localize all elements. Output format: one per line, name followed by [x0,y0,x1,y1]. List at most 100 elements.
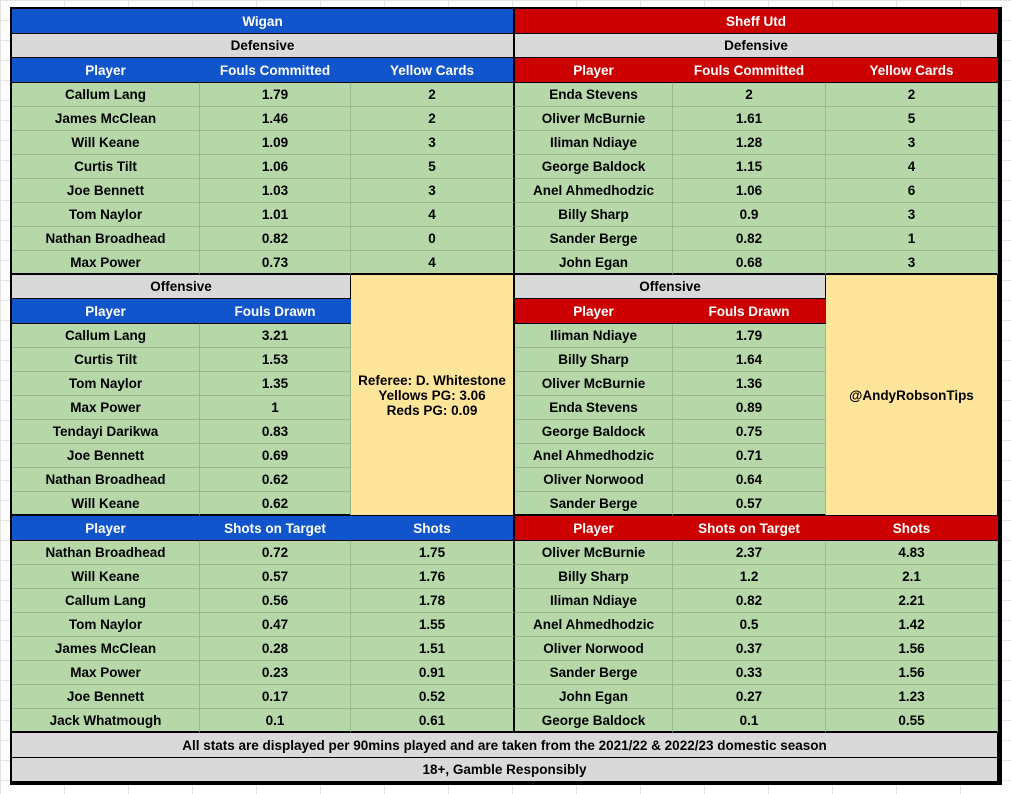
home-shot-cell[interactable]: Will Keane [12,565,200,589]
away-off-cell[interactable]: 0.64 [673,468,826,492]
home-shot-cell[interactable]: 0.47 [200,613,351,637]
away-def-cell[interactable]: 6 [826,179,998,203]
away-shot-cell[interactable]: 1.56 [826,637,998,661]
home-def-cell[interactable]: Callum Lang [12,83,200,107]
home-def-cell[interactable]: 1.79 [200,83,351,107]
away-shot-cell[interactable]: 0.55 [826,709,998,733]
away-shot-cell[interactable]: 1.56 [826,661,998,685]
away-offensive-section[interactable]: Offensive [515,275,826,299]
away-off-cell[interactable]: 0.89 [673,396,826,420]
away-off-cell[interactable]: Anel Ahmedhodzic [515,444,673,468]
away-def-cell[interactable]: George Baldock [515,155,673,179]
home-off-cell[interactable]: 0.83 [200,420,351,444]
home-shot-cell[interactable]: 0.61 [351,709,515,733]
home-off-cell[interactable]: Nathan Broadhead [12,468,200,492]
home-off-cell[interactable]: 3.21 [200,324,351,348]
away-off-cell[interactable]: 0.71 [673,444,826,468]
away-defensive-section[interactable]: Defensive [515,34,998,58]
home-off-cell[interactable]: 0.62 [200,492,351,516]
away-def-cell[interactable]: 2 [673,83,826,107]
away-shot-cell[interactable]: Oliver McBurnie [515,541,673,565]
away-def-cell[interactable]: Iliman Ndiaye [515,131,673,155]
referee-info[interactable]: Referee: D. Whitestone Yellows PG: 3.06 Re… [351,275,515,516]
home-def-cell[interactable]: 0.82 [200,227,351,251]
home-def-cell[interactable]: Joe Bennett [12,179,200,203]
home-def-cell[interactable]: 3 [351,131,515,155]
away-def-cell[interactable]: Enda Stevens [515,83,673,107]
home-def-cell[interactable]: 0.73 [200,251,351,275]
away-shot-cell[interactable]: 2.1 [826,565,998,589]
home-def-cell[interactable]: Will Keane [12,131,200,155]
home-def-cell[interactable]: Max Power [12,251,200,275]
away-off-cell[interactable]: Sander Berge [515,492,673,516]
home-off-cell[interactable]: 1 [200,396,351,420]
away-def-cell[interactable]: Sander Berge [515,227,673,251]
away-def-cell[interactable]: 5 [826,107,998,131]
home-shot-cell[interactable]: 1.75 [351,541,515,565]
home-def-cell[interactable]: Nathan Broadhead [12,227,200,251]
away-shot-cell[interactable]: Iliman Ndiaye [515,589,673,613]
home-def-header-yellow_cards[interactable]: Yellow Cards [351,58,515,83]
away-def-cell[interactable]: 0.9 [673,203,826,227]
home-def-cell[interactable]: 3 [351,179,515,203]
away-shot-cell[interactable]: 0.33 [673,661,826,685]
away-def-cell[interactable]: 3 [826,203,998,227]
away-def-cell[interactable]: 0.68 [673,251,826,275]
away-shot-cell[interactable]: Sander Berge [515,661,673,685]
home-off-cell[interactable]: Callum Lang [12,324,200,348]
home-shot-cell[interactable]: 1.78 [351,589,515,613]
home-def-cell[interactable]: 0 [351,227,515,251]
home-def-cell[interactable]: 4 [351,251,515,275]
away-shot-cell[interactable]: John Egan [515,685,673,709]
referee-name[interactable]: Referee: D. Whitestone [358,372,506,388]
home-shot-cell[interactable]: 0.17 [200,685,351,709]
away-off-cell[interactable]: 0.57 [673,492,826,516]
away-def-cell[interactable]: 0.82 [673,227,826,251]
referee-reds[interactable]: Reds PG: 0.09 [386,402,478,418]
away-shot-cell[interactable]: 0.27 [673,685,826,709]
away-off-cell[interactable]: Oliver McBurnie [515,372,673,396]
home-off-cell[interactable]: 0.69 [200,444,351,468]
away-off-cell[interactable]: Billy Sharp [515,348,673,372]
home-shot-cell[interactable]: 0.91 [351,661,515,685]
away-off-cell[interactable]: Iliman Ndiaye [515,324,673,348]
home-shot-cell[interactable]: Joe Bennett [12,685,200,709]
home-def-cell[interactable]: 1.46 [200,107,351,131]
footer-note[interactable]: All stats are displayed per 90mins playe… [12,733,998,758]
home-shot-cell[interactable]: 0.57 [200,565,351,589]
home-off-cell[interactable]: 1.53 [200,348,351,372]
away-shot-header-shots[interactable]: Shots [826,516,998,541]
home-off-cell[interactable]: Will Keane [12,492,200,516]
away-def-header-player[interactable]: Player [515,58,673,83]
home-shot-cell[interactable]: 1.76 [351,565,515,589]
home-shot-cell[interactable]: Nathan Broadhead [12,541,200,565]
away-def-cell[interactable]: 1 [826,227,998,251]
away-shot-cell[interactable]: 0.82 [673,589,826,613]
home-def-cell[interactable]: 1.01 [200,203,351,227]
away-shot-cell[interactable]: 0.37 [673,637,826,661]
away-def-header-yellow_cards[interactable]: Yellow Cards [826,58,998,83]
away-def-cell[interactable]: 1.28 [673,131,826,155]
home-off-cell[interactable]: Tom Naylor [12,372,200,396]
handle-label[interactable]: @AndyRobsonTips [826,275,998,516]
home-off-header-player[interactable]: Player [12,299,200,324]
home-def-cell[interactable]: 1.06 [200,155,351,179]
home-shot-cell[interactable]: Tom Naylor [12,613,200,637]
home-shot-header-player[interactable]: Player [12,516,200,541]
home-def-cell[interactable]: 4 [351,203,515,227]
home-off-cell[interactable]: 1.35 [200,372,351,396]
away-off-cell[interactable]: 1.36 [673,372,826,396]
away-shot-cell[interactable]: Billy Sharp [515,565,673,589]
away-off-cell[interactable]: George Baldock [515,420,673,444]
home-shot-cell[interactable]: Jack Whatmough [12,709,200,733]
home-off-cell[interactable]: Tendayi Darikwa [12,420,200,444]
home-shot-cell[interactable]: 0.23 [200,661,351,685]
home-off-cell[interactable]: Max Power [12,396,200,420]
away-def-cell[interactable]: John Egan [515,251,673,275]
home-offensive-section[interactable]: Offensive [12,275,351,299]
away-shot-cell[interactable]: 2.21 [826,589,998,613]
away-def-cell[interactable]: Oliver McBurnie [515,107,673,131]
home-shot-header-shots_on_target[interactable]: Shots on Target [200,516,351,541]
away-off-header-player[interactable]: Player [515,299,673,324]
away-shot-cell[interactable]: Oliver Norwood [515,637,673,661]
